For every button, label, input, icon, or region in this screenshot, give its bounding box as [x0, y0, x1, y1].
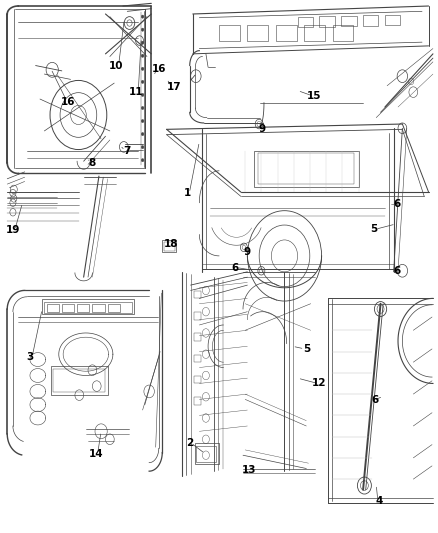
Circle shape: [141, 146, 144, 149]
Text: 15: 15: [307, 91, 321, 101]
Text: 6: 6: [372, 395, 379, 406]
Bar: [385, 14, 400, 25]
Bar: [247, 25, 268, 41]
Text: 10: 10: [109, 61, 124, 70]
Circle shape: [141, 159, 144, 162]
Text: 16: 16: [152, 64, 166, 74]
Bar: [219, 25, 240, 41]
Bar: [332, 25, 353, 41]
Circle shape: [141, 67, 144, 70]
Circle shape: [141, 41, 144, 44]
Text: 2: 2: [186, 438, 193, 448]
Text: 6: 6: [232, 263, 239, 272]
Text: 13: 13: [241, 465, 256, 474]
Text: 6: 6: [393, 266, 401, 276]
Text: 12: 12: [312, 378, 327, 389]
Bar: [194, 443, 219, 464]
Bar: [254, 151, 359, 187]
Bar: [77, 304, 89, 312]
Text: 5: 5: [371, 224, 378, 235]
Text: 4: 4: [376, 496, 383, 506]
Bar: [62, 304, 74, 312]
Bar: [196, 446, 216, 462]
Bar: [194, 355, 201, 362]
Circle shape: [141, 133, 144, 136]
Bar: [194, 291, 201, 298]
Bar: [51, 366, 108, 395]
Bar: [46, 304, 59, 312]
Text: 9: 9: [244, 247, 251, 256]
Text: 6: 6: [393, 199, 401, 209]
Circle shape: [141, 93, 144, 96]
Bar: [108, 304, 120, 312]
Text: 1: 1: [184, 188, 191, 198]
Text: 7: 7: [124, 146, 131, 156]
Text: 9: 9: [258, 124, 265, 134]
Bar: [42, 300, 134, 314]
Text: 19: 19: [6, 225, 20, 236]
Text: 14: 14: [88, 449, 103, 458]
Bar: [276, 25, 297, 41]
Text: 11: 11: [129, 87, 143, 97]
Text: 16: 16: [61, 96, 76, 107]
Circle shape: [141, 15, 144, 18]
Bar: [194, 376, 201, 383]
Circle shape: [141, 80, 144, 84]
Bar: [162, 240, 176, 252]
Bar: [297, 17, 313, 27]
Text: 5: 5: [303, 344, 310, 354]
Bar: [44, 302, 132, 313]
Bar: [319, 16, 335, 27]
Text: 8: 8: [88, 158, 95, 168]
Circle shape: [141, 107, 144, 110]
Text: 18: 18: [164, 239, 178, 249]
Circle shape: [141, 54, 144, 58]
Bar: [194, 312, 201, 320]
Bar: [53, 368, 106, 392]
Bar: [258, 154, 354, 184]
Circle shape: [141, 119, 144, 123]
Text: 17: 17: [167, 82, 182, 92]
Bar: [194, 397, 201, 405]
Bar: [163, 242, 175, 251]
Bar: [194, 334, 201, 341]
Bar: [363, 15, 378, 26]
Bar: [304, 25, 325, 41]
Bar: [92, 304, 105, 312]
Text: 3: 3: [27, 352, 34, 362]
Bar: [341, 15, 357, 26]
Circle shape: [141, 28, 144, 31]
